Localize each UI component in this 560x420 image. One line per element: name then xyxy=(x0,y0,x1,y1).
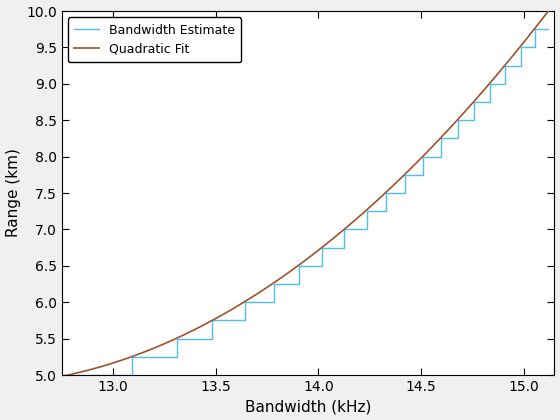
Bandwidth Estimate xyxy=(413,172,420,177)
Quadratic Fit xyxy=(437,136,444,141)
Quadratic Fit xyxy=(147,347,154,352)
Bandwidth Estimate xyxy=(319,263,325,268)
Bandwidth Estimate xyxy=(407,172,413,177)
Quadratic Fit xyxy=(58,374,65,379)
Legend: Bandwidth Estimate, Quadratic Fit: Bandwidth Estimate, Quadratic Fit xyxy=(68,17,241,62)
Quadratic Fit xyxy=(188,329,194,334)
Bandwidth Estimate xyxy=(532,27,539,32)
Bandwidth Estimate xyxy=(487,81,494,87)
Line: Bandwidth Estimate: Bandwidth Estimate xyxy=(68,29,548,393)
Bandwidth Estimate xyxy=(461,118,468,123)
Bandwidth Estimate xyxy=(64,391,71,396)
X-axis label: Bandwidth (kHz): Bandwidth (kHz) xyxy=(245,399,371,415)
Quadratic Fit xyxy=(394,179,401,184)
Y-axis label: Range (km): Range (km) xyxy=(6,149,21,237)
Quadratic Fit xyxy=(286,270,293,275)
Bandwidth Estimate xyxy=(545,27,552,32)
Quadratic Fit xyxy=(355,215,362,220)
Line: Quadratic Fit: Quadratic Fit xyxy=(62,0,560,376)
Bandwidth Estimate xyxy=(135,354,142,360)
